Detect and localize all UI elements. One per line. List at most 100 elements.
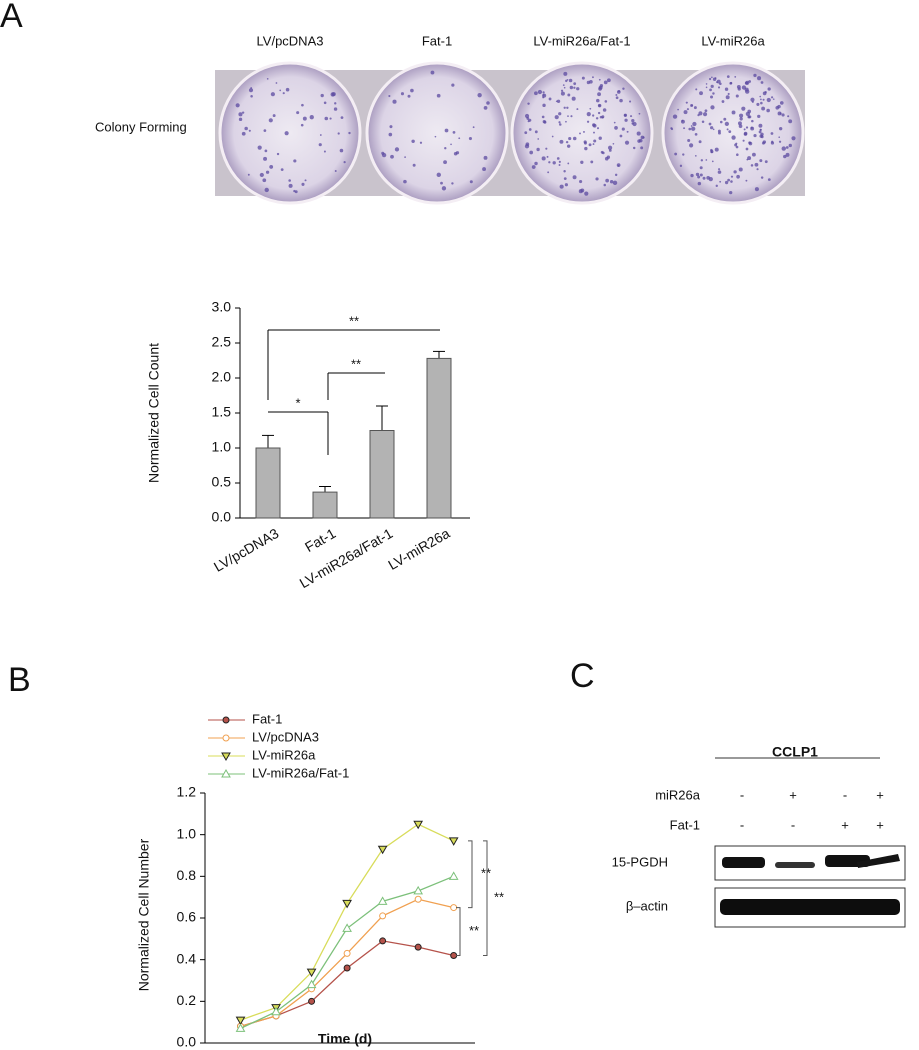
marker [377, 896, 388, 905]
colony-dot [337, 132, 340, 135]
colony-dot [524, 113, 530, 119]
colony-dot [583, 140, 587, 144]
colony-dot [693, 106, 697, 110]
colony-dot [572, 175, 577, 180]
colony-dot [686, 108, 690, 111]
colony-dot [247, 173, 250, 176]
colony-dot [723, 117, 727, 121]
colony-dot [762, 98, 765, 101]
colony-dot [436, 93, 441, 98]
colony-dot [757, 114, 761, 119]
colony-dot [624, 140, 630, 145]
colony-dot [586, 112, 591, 117]
colony-dot [264, 149, 268, 153]
colony-dot [760, 98, 762, 101]
marker [377, 845, 388, 855]
colony-dot [691, 104, 693, 107]
colony-dot [388, 94, 391, 98]
colony-dot [284, 131, 289, 136]
colony-dot [444, 128, 449, 133]
colony-dot [441, 186, 447, 191]
colony-dot [710, 148, 713, 152]
colony-dot [483, 106, 488, 110]
colony-dot [709, 88, 712, 92]
series-line [240, 823, 454, 1021]
colony-dot [558, 164, 561, 167]
sig-label: ** [481, 866, 491, 881]
y-axis-label: Normalized Cell Number [136, 838, 152, 991]
colony-dot [622, 87, 625, 90]
colony-dot [536, 147, 540, 152]
colony-dot [719, 180, 722, 183]
colony-dot [756, 168, 759, 171]
colony-dot [770, 96, 774, 99]
colony-dot [238, 117, 243, 122]
colony-dot [636, 131, 641, 136]
colony-dot [279, 89, 282, 92]
colony-dot [546, 155, 549, 158]
colony-dot [718, 131, 721, 135]
colony-dot [552, 161, 556, 165]
colony-dot [640, 135, 645, 140]
colony-dot [592, 123, 597, 128]
colony-dot [606, 155, 611, 159]
row-label: Fat-1 [670, 817, 700, 832]
colony-dot [737, 121, 742, 126]
colony-dot [726, 75, 730, 79]
colony-dot [381, 151, 385, 155]
colony-dot [450, 143, 452, 146]
colony-dot [699, 91, 703, 96]
colony-dot [320, 93, 324, 98]
colony-dot [694, 154, 697, 157]
band [775, 862, 815, 868]
colony-dot [285, 87, 290, 92]
colony-dot [738, 167, 743, 172]
colony-dot [714, 147, 719, 152]
colony-dot [390, 154, 394, 159]
colony-dot [764, 160, 768, 164]
colony-dot [404, 156, 406, 159]
colony-dot [683, 110, 688, 115]
y-tick-label: 0.0 [212, 509, 232, 525]
colony-dot [710, 126, 714, 130]
colony-dot [558, 121, 561, 124]
colony-dot [757, 76, 762, 81]
colony-dot [263, 156, 268, 161]
colony-dot [621, 127, 625, 131]
marker [306, 979, 317, 989]
colony-dot [779, 101, 784, 105]
treatment-mark: + [789, 787, 797, 802]
colony-dot [704, 109, 708, 113]
row-label: miR26a [655, 787, 701, 802]
sig-label: ** [351, 356, 361, 371]
colony-dot [527, 120, 530, 123]
legend-label: Fat-1 [252, 711, 282, 726]
colony-dot [576, 87, 580, 91]
colony-dot [541, 156, 546, 161]
colony-dot [486, 101, 490, 105]
colony-dot [542, 119, 546, 124]
colony-dot [735, 94, 739, 98]
colony-dot [443, 160, 447, 165]
colony-dot [597, 111, 601, 115]
colony-dot [781, 146, 786, 151]
colony-dot [280, 168, 284, 171]
colony-dot [263, 129, 267, 133]
colony-dot [628, 100, 632, 103]
band [720, 899, 900, 915]
colony-dot [451, 182, 454, 185]
colony-dot [566, 144, 571, 148]
colony-dot [455, 151, 460, 155]
colony-dot [728, 130, 732, 134]
colony-dot [595, 177, 599, 181]
colony-dot [601, 115, 605, 119]
colony-dot [692, 121, 697, 127]
colony-dot [607, 78, 611, 83]
colony-dot [756, 102, 760, 106]
colony-dot [301, 182, 305, 186]
colony-dot [615, 93, 618, 96]
colony-dot [248, 88, 254, 93]
colony-dot [705, 159, 708, 161]
band-label: β–actin [626, 898, 668, 913]
colony-dot [603, 183, 607, 187]
